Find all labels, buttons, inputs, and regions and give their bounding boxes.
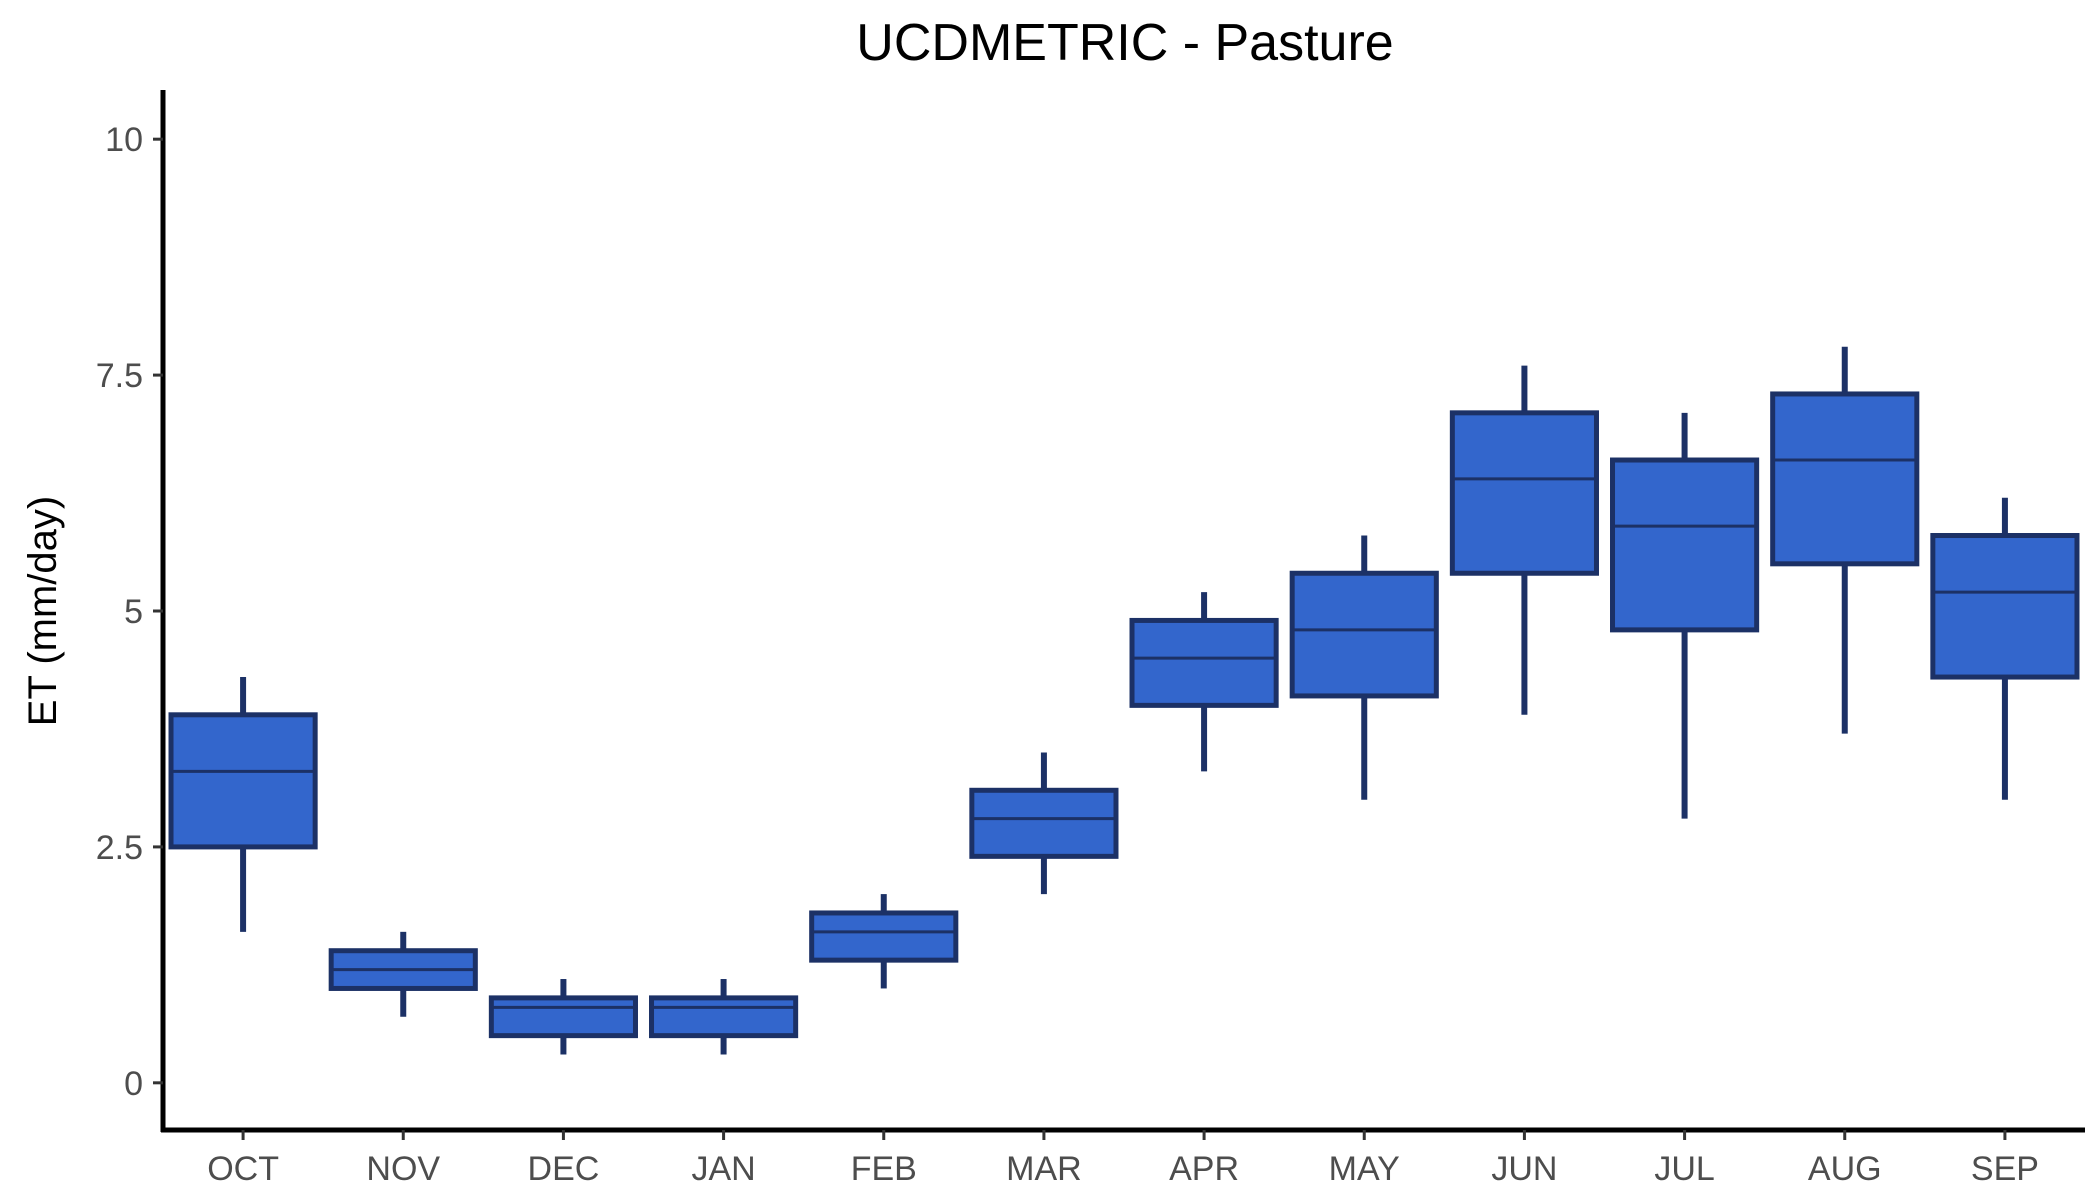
iqr-box [1129,617,1279,708]
x-tick-label: JAN [691,1150,755,1188]
box-jun [1449,365,1599,715]
box-may [1289,535,1439,800]
box-jan [649,979,799,1055]
box-feb [809,894,959,989]
x-tick-label: FEB [851,1150,917,1188]
box-apr [1129,592,1279,772]
iqr-box [1930,533,2080,680]
iqr-box [809,910,959,963]
box-dec [488,979,638,1055]
x-tick-label: MAY [1329,1150,1400,1188]
x-tick-label: JUN [1491,1150,1557,1188]
iqr-box [969,787,1119,859]
box-oct [168,677,318,932]
box-mar [969,752,1119,895]
x-tick-label: OCT [207,1150,279,1188]
chart-title: UCDMETRIC - Pasture [856,14,1393,72]
box-jul [1610,412,1760,819]
box-sep [1930,497,2080,800]
y-tick-label: 10 [105,121,143,159]
iqr-box [1610,457,1760,633]
x-tick-label: NOV [366,1150,440,1188]
y-axis-label: ET (mm/day) [21,496,65,726]
x-tick-label: AUG [1808,1150,1882,1188]
iqr-box [1770,391,1920,567]
plot-area: 0 2.5 5 7.5 10 OCT NOV DEC JAN FEB MAR APR MAY JUN JUL… [96,90,2085,1188]
x-tick-label: MAR [1006,1150,1082,1188]
iqr-box [488,995,638,1039]
x-tick-label: JUL [1654,1150,1714,1188]
iqr-box [1289,570,1439,699]
x-tick-label: SEP [1971,1150,2039,1188]
y-tick-label: 5 [124,593,143,631]
iqr-box [649,995,799,1039]
x-tick-label: DEC [528,1150,600,1188]
x-tick-label: APR [1169,1150,1239,1188]
y-tick-label: 2.5 [96,829,143,867]
y-tick-label: 0 [124,1065,143,1103]
iqr-box [1449,410,1599,576]
iqr-box [168,712,318,850]
box-aug [1770,346,1920,734]
box-nov [328,931,478,1017]
y-tick-label: 7.5 [96,357,143,395]
